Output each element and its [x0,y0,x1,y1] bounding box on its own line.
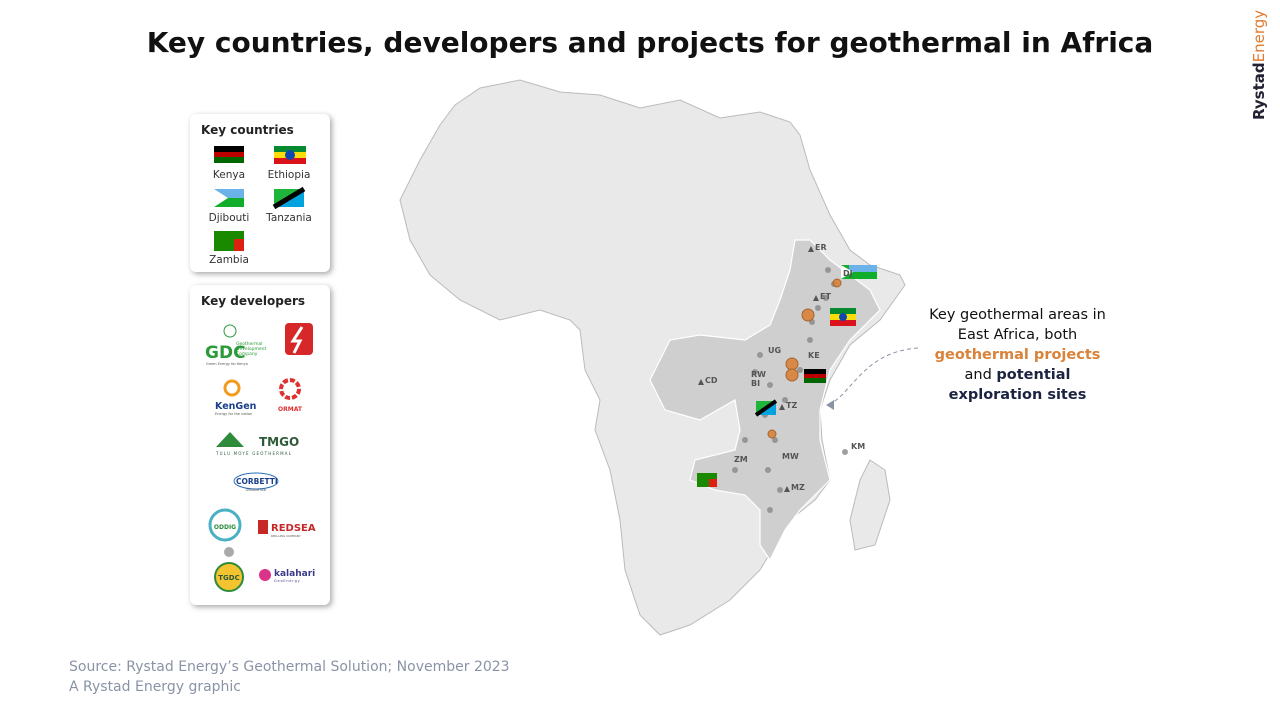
panel-heading: Key developers [201,294,306,308]
leader [825,347,919,406]
country-code: ER [815,243,827,252]
logo-text: kalahari [274,569,315,579]
source: Source: Rystad Energy’s Geothermal Solut… [69,659,510,675]
marker [784,486,790,492]
redsea-logo: REDSEA DRILLING COMPANY [258,520,316,538]
country-name: Tanzania [266,212,312,224]
logo-text: TULU MOYE GEOTHERMAL [215,451,292,456]
kenya-power-logo [285,323,313,355]
country-code: BI [751,379,760,388]
marker [813,295,819,301]
annotation-text: Key geothermal areas in East Africa, bot… [929,307,1106,343]
logo-text: GDC [205,343,246,363]
country-code: UG [768,346,781,355]
countries-panel: Key countries Kenya Ethiopia Djibouti Ta… [190,114,330,272]
panel-heading: Key countries [201,123,294,137]
logo-text: Development [236,346,267,352]
country-code: ZM [734,455,748,464]
country-name: Kenya [212,169,246,181]
flags [697,265,877,487]
tgdc-logo: TGDC [214,547,244,592]
projects [767,278,842,439]
gdc-logo: GDC Geothermal Development Company Green… [205,324,267,366]
arrow-head [826,400,834,410]
kalahari-logo: kalahari GeoEnergy [259,569,315,583]
logo-text: ODDIG [214,524,236,531]
annotation-text: and [964,367,992,383]
country-flags [214,146,306,251]
developers-panel: Key developers GDC Geothermal Developmen… [190,285,330,605]
credit: A Rystad Energy graphic [69,679,242,695]
country-code: RW [751,370,766,379]
ormat-logo: ORMAT [278,378,303,413]
annotation: Key geothermal areas in East Africa, bot… [920,305,1115,405]
logo-text: Company [236,351,258,357]
country-code: KE [808,351,820,360]
country-name: Ethiopia [267,169,311,181]
annotation-sites: potential exploration sites [948,367,1087,403]
marker [698,379,704,385]
country-code: CD [705,376,718,385]
madagascar [849,459,891,551]
logo-text: Geothermal [246,488,267,492]
country-code: TZ [786,401,797,410]
country-name: Djibouti [208,212,250,224]
logo-text: KenGen [215,401,257,412]
tmgo-logo: TMGO TULU MOYE GEOTHERMAL [215,432,299,456]
kengen-logo: KenGen Energy for the nation [215,379,257,416]
logo-text: GeoEnergy [274,579,300,583]
logo-text: ORMAT [278,406,303,413]
country-code: MW [782,452,799,461]
annotation-projects: geothermal projects [934,347,1101,363]
logo-text: Green Energy for Kenya [206,362,248,366]
developer-logos: GDC Geothermal Development Company Green… [205,323,316,592]
marker [808,246,814,252]
logo-text: Energy for the nation [215,412,252,416]
title: Key countries, developers and projects f… [146,26,1154,59]
country-code: DJ [843,269,853,278]
marker [779,404,785,410]
footer: Source: Rystad Energy’s Geothermal Solut… [69,657,510,697]
logo-text: DRILLING COMPANY [271,534,301,538]
country-code: MZ [791,483,805,492]
country-code: KM [851,442,865,451]
logo-text: Geothermal [236,341,263,347]
logo-text: REDSEA [271,523,316,534]
oddig-logo: ODDIG [208,508,242,542]
country-name: Zambia [209,254,249,266]
logo-text: CORBETTI [236,477,278,486]
logo-text: TMGO [259,435,299,449]
corbetti-logo: CORBETTI Geothermal [233,472,279,492]
logo-text: TGDC [218,574,239,582]
country-code: ET [820,292,831,301]
